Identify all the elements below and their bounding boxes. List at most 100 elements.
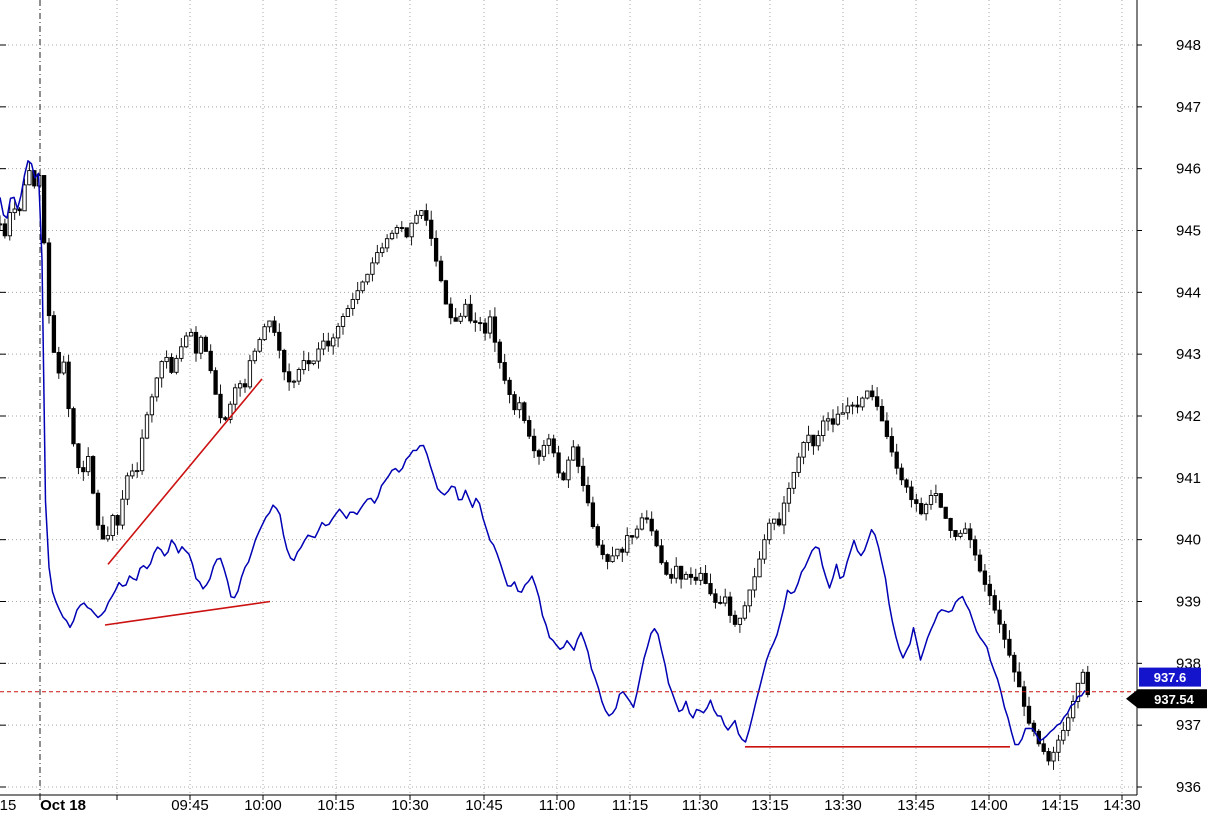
candle-body	[879, 405, 885, 422]
candle-body	[855, 404, 860, 408]
candle-body	[786, 487, 792, 504]
candle-body	[835, 413, 841, 425]
candle-body	[938, 493, 943, 508]
candle-body	[531, 435, 537, 452]
candle-body	[600, 544, 605, 556]
time-axis-label: 14:30	[1103, 797, 1141, 814]
candle-body	[188, 331, 194, 337]
candle-body	[806, 434, 811, 444]
candle-body	[561, 472, 566, 481]
candle-body	[311, 360, 316, 365]
candle-body	[644, 517, 649, 520]
candle-body	[629, 535, 635, 538]
candle-body	[659, 545, 664, 564]
candle-body	[71, 408, 76, 445]
candle-body	[992, 595, 997, 611]
candle-body	[502, 362, 507, 381]
candle-body	[1021, 686, 1027, 707]
candle-body	[1061, 729, 1066, 741]
candle-body	[375, 252, 380, 264]
candle-body	[757, 558, 762, 578]
candle-body	[997, 609, 1002, 625]
candle-body	[816, 435, 821, 447]
candle-body	[737, 617, 743, 625]
candle-body	[580, 465, 586, 486]
candle-body	[360, 281, 365, 292]
candle-body	[389, 232, 395, 240]
candle-body	[620, 548, 625, 553]
candle-body	[365, 273, 370, 283]
time-axis-label: 11:30	[682, 797, 718, 814]
date-label: Oct 18	[40, 797, 86, 814]
candle-body	[282, 349, 287, 373]
candle-body	[968, 528, 973, 541]
candle-body	[0, 223, 3, 226]
candle-body	[791, 471, 796, 489]
candle-body	[850, 404, 855, 407]
candle-body	[22, 184, 27, 212]
time-axis-label: 13:30	[824, 797, 862, 814]
candle-body	[448, 303, 453, 319]
candle-body	[125, 475, 130, 500]
price-axis-label: 948	[1176, 37, 1201, 54]
candle-body	[713, 593, 718, 603]
candle-body	[987, 583, 992, 597]
candle-body	[1075, 682, 1081, 702]
candle-body	[404, 227, 409, 238]
candle-body	[27, 170, 32, 186]
candle-body	[90, 456, 96, 494]
candle-body	[409, 222, 414, 238]
candle-body	[17, 208, 22, 212]
time-axis-label: 14:15	[1041, 797, 1079, 814]
candle-body	[884, 420, 890, 437]
candle-body	[595, 526, 600, 546]
price-axis-label: 944	[1176, 284, 1201, 301]
candle-body	[198, 336, 204, 354]
candle-body	[443, 280, 449, 305]
candle-body	[698, 572, 703, 581]
candle-body	[1012, 654, 1017, 673]
candle-body	[1026, 705, 1032, 724]
candle-body	[1007, 638, 1012, 656]
candle-body	[120, 498, 125, 526]
candle-body	[370, 262, 375, 275]
candle-body	[776, 518, 782, 526]
candle-body	[781, 502, 787, 526]
candle-body	[649, 518, 654, 532]
candle-body	[277, 331, 282, 351]
candle-body	[615, 548, 620, 557]
candle-body	[556, 452, 561, 474]
candle-body	[1051, 751, 1056, 762]
candle-body	[81, 467, 86, 473]
candle-body	[66, 361, 71, 410]
candle-body	[1070, 700, 1076, 719]
candle-body	[546, 438, 551, 446]
candle-body	[909, 486, 914, 501]
bid-price-badge	[1139, 667, 1201, 687]
candle-body	[46, 242, 52, 317]
candle-body	[723, 596, 728, 604]
price-axis-label: 945	[1176, 223, 1201, 240]
candle-body	[796, 456, 801, 473]
bid-price-badge-text: 937.6	[1154, 670, 1187, 685]
candle-body	[1066, 717, 1071, 731]
candle-body	[56, 351, 61, 374]
candle-body	[865, 390, 870, 399]
candle-body	[321, 340, 326, 350]
candle-body	[703, 572, 708, 584]
candle-body	[517, 402, 522, 411]
candle-body	[576, 446, 581, 467]
candle-body	[1017, 671, 1022, 688]
candle-body	[135, 470, 140, 473]
candle-body	[772, 518, 777, 524]
candle-body	[767, 522, 772, 541]
candle-body	[110, 515, 115, 537]
candle-body	[919, 503, 924, 515]
candle-body	[208, 350, 213, 372]
candle-body	[86, 456, 91, 473]
candle-body	[860, 397, 865, 408]
candle-body	[610, 555, 615, 563]
candle-body	[193, 331, 199, 354]
